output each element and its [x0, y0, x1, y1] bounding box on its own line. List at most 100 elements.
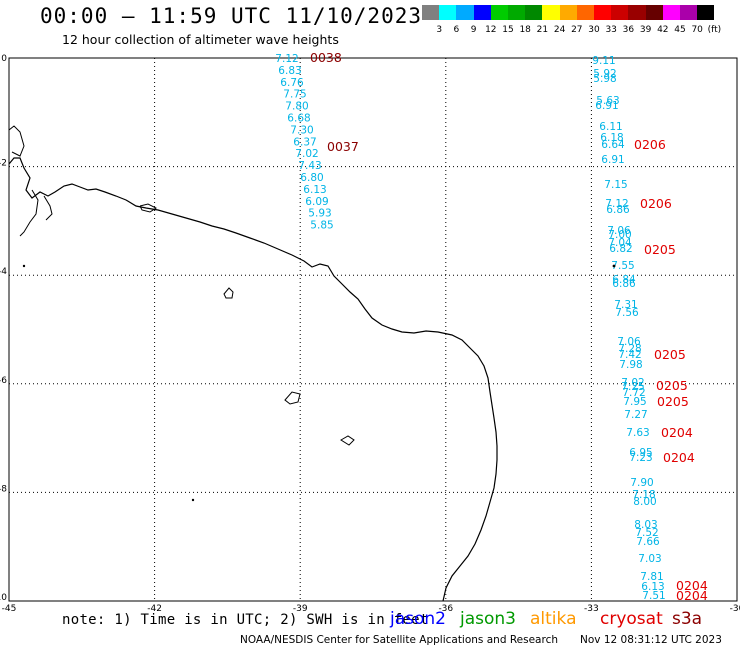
- wave-height-value: 7.95: [623, 396, 646, 408]
- satellite-legend-item-jason2: jason2: [390, 609, 446, 629]
- pass-time-label: 0204: [676, 578, 708, 593]
- wave-height-value: 7.03: [638, 553, 661, 565]
- colorbar-swatch: [680, 5, 698, 20]
- wave-height-value: 8.03: [634, 519, 657, 531]
- colorbar-label: (ft): [707, 25, 722, 35]
- wave-height-value: 7.52: [635, 527, 658, 539]
- wave-height-value: 6.64: [601, 139, 625, 151]
- wave-height-value: 7.43: [298, 160, 321, 172]
- island-outline: [223, 287, 234, 299]
- colorbar-label: 39: [639, 25, 652, 35]
- wave-height-value: 8.00: [633, 496, 656, 508]
- pass-time-label: 0206: [634, 137, 666, 152]
- pass-time-label: 0204: [663, 450, 695, 465]
- wave-height-value: 5.63: [596, 95, 619, 107]
- island-dot: [22, 264, 26, 268]
- satellite-legend-item-s3a: s3a: [672, 609, 703, 629]
- coastline: [8, 157, 498, 602]
- pass-time-label: 0037: [327, 139, 359, 154]
- colorbar-swatch: [662, 5, 680, 20]
- wave-height-value: 7.42: [618, 349, 641, 361]
- wave-height-value: 7.66: [636, 536, 660, 548]
- colorbar-swatch: [697, 5, 715, 20]
- x-tick-label: -33: [584, 604, 599, 614]
- wave-height-value: 7.06: [617, 336, 641, 348]
- colorbar-label: 30: [588, 25, 600, 35]
- island-outline: [284, 391, 301, 405]
- colorbar-label: 42: [657, 25, 669, 35]
- wave-height-value: 6.82: [609, 243, 632, 255]
- pass-time-label: 0205: [657, 394, 689, 409]
- wave-height-value: 7.23: [629, 452, 652, 464]
- wave-height-value: 6.80: [300, 172, 323, 184]
- colorbar-label: 33: [605, 25, 617, 35]
- wave-height-value: 6.95: [629, 447, 652, 459]
- colorbar-swatch: [559, 5, 577, 20]
- y-tick-label: -10: [0, 593, 7, 603]
- pass-time-label: 0038: [310, 50, 342, 65]
- x-tick-label: -36: [438, 604, 453, 614]
- page-title: 00:00 – 11:59 UTC 11/10/2023: [40, 4, 423, 28]
- track-marker: [612, 264, 616, 268]
- colorbar-label: 18: [519, 25, 531, 35]
- colorbar-label: 12: [485, 25, 497, 35]
- colorbar-swatch: [542, 5, 560, 20]
- wave-height-value: 6.37: [293, 136, 316, 148]
- wave-height-value: 6.18: [600, 132, 623, 144]
- map-frame: [8, 57, 738, 602]
- pass-time-label: 0205: [656, 378, 688, 393]
- colorbar-swatch: [594, 5, 612, 20]
- note-text: note: 1) Time is in UTC; 2) SWH is in fe…: [62, 612, 429, 628]
- colorbar-label: 21: [536, 25, 549, 35]
- wave-height-value: 7.98: [619, 359, 642, 371]
- pass-time-label: 0204: [661, 425, 693, 440]
- colorbar-label: 3: [436, 25, 443, 35]
- colorbar-swatch: [456, 5, 474, 20]
- wave-height-value: 6.86: [606, 204, 630, 216]
- wave-height-value: 7.28: [618, 343, 641, 355]
- wave-height-value: 7.18: [632, 489, 655, 501]
- wave-height-value: 7.90: [630, 477, 653, 489]
- footer-timestamp: Nov 12 08:31:12 UTC 2023: [580, 634, 722, 646]
- island-outline: [340, 435, 355, 446]
- wave-height-value: 7.55: [611, 260, 634, 272]
- wave-height-value: 7.25: [621, 381, 644, 393]
- colorbar-label: 15: [502, 25, 514, 35]
- colorbar-label: 45: [674, 25, 686, 35]
- satellite-legend-item-altika: altika: [530, 609, 577, 629]
- wave-height-value: 6.83: [278, 65, 301, 77]
- wave-height-value: 9.11: [592, 55, 615, 67]
- wave-height-value: 6.11: [599, 121, 622, 133]
- colorbar-swatch: [645, 5, 663, 20]
- wave-height-value: 6.09: [305, 196, 328, 208]
- colorbar-swatch: [422, 5, 440, 20]
- wave-height-value: 7.72: [622, 387, 645, 399]
- colorbar-label: 36: [622, 25, 635, 35]
- colorbar-swatch: [611, 5, 629, 20]
- wave-height-value: 7.80: [285, 101, 308, 113]
- wave-height-value: 5.98: [593, 73, 616, 85]
- colorbar-swatch: [490, 5, 508, 20]
- wave-height-colorbar: 3 6 9 12 15 18 21 24 27 30 33 36 39 42 45 70 (ft): [422, 5, 721, 37]
- colorbar-label: 9: [470, 25, 477, 35]
- x-tick-label: -45: [2, 604, 17, 614]
- wave-height-value: 7.12: [605, 198, 628, 210]
- satellite-legend-item-cryosat: cryosat: [600, 609, 663, 629]
- wave-height-value: 7.04: [608, 237, 632, 249]
- wave-height-value: 6.86: [612, 278, 636, 290]
- wave-height-value: 6.76: [280, 77, 304, 89]
- colorbar-label: 27: [571, 25, 583, 35]
- colorbar-swatch: [439, 5, 457, 20]
- wave-height-value: 6.13: [303, 184, 326, 196]
- wave-height-value: 7.30: [290, 124, 313, 136]
- wave-height-value: 5.93: [308, 208, 331, 220]
- wave-height-value: 6.91: [601, 154, 624, 166]
- wave-height-value: 7.56: [615, 307, 639, 319]
- island-dot: [191, 498, 195, 502]
- river-outline: [43, 195, 53, 221]
- colorbar-label: 24: [553, 25, 566, 35]
- x-tick-label: -39: [293, 604, 308, 614]
- y-tick-label: -6: [0, 376, 7, 386]
- wave-height-value: 6.13: [641, 581, 664, 593]
